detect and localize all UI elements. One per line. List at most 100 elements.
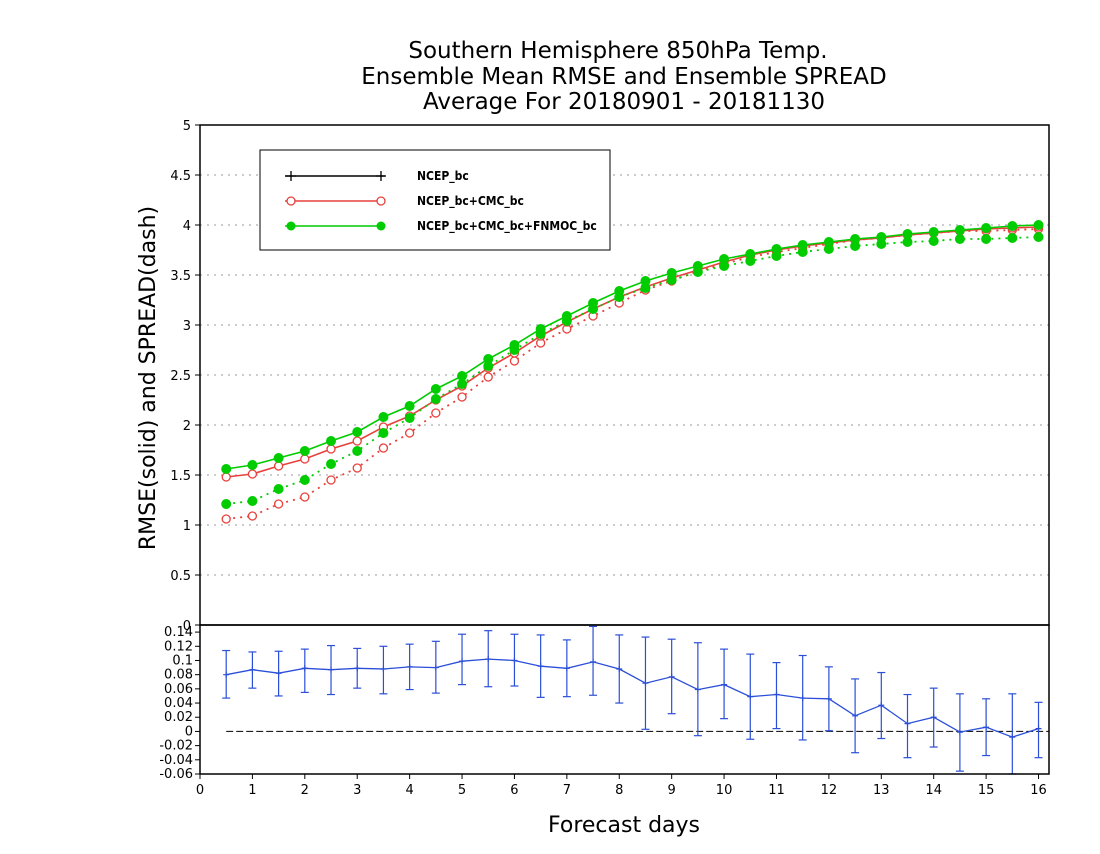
series-rmse-point [981,223,992,233]
series-spread-point [273,484,284,494]
series-rmse-point [221,472,231,482]
x-tick-label: 4 [405,783,413,798]
series-rmse-point [745,249,756,259]
series-rmse-point [509,340,520,350]
difference-point [694,686,701,693]
upper-y-tick-label: 2 [183,419,191,434]
difference-point [590,658,597,665]
difference-point [956,729,963,736]
series-rmse-point [299,446,310,456]
series-spread-point [404,413,415,423]
series-rmse-point [1007,221,1018,231]
series-spread-point [430,394,441,404]
x-tick-label: 0 [196,783,204,798]
series-rmse-point [326,436,337,446]
upper-y-tick-label: 0 [183,619,191,634]
difference-point [537,663,544,670]
difference-point [878,702,885,709]
series-spread-point [299,475,310,485]
series-spread-point [221,514,231,524]
series-spread-line [226,228,1039,520]
upper-y-tick-label: 3 [183,319,191,334]
series-rmse-point [666,268,677,278]
legend-marker [286,171,296,181]
x-tick-label: 7 [563,783,571,798]
series-spread-point [247,496,258,506]
upper-y-tick-label: 0.5 [170,569,191,584]
upper-y-tick-label: 2.5 [170,369,191,384]
series-rmse-point [352,436,362,446]
series-spread-point [352,463,362,473]
difference-point [642,680,649,687]
difference-point [616,665,623,672]
series-spread-point [378,443,389,453]
series-rmse-point [876,232,887,242]
series-spread-point [326,475,336,485]
x-axis-label: Forecast days [548,813,700,838]
legend-marker [376,196,386,206]
y-axis-label: RMSE(solid) and SPREAD(dash) [136,206,161,550]
x-tick-label: 9 [668,783,676,798]
series-spread-line [226,236,1039,505]
series-rmse-point [378,412,389,422]
x-tick-label: 5 [458,783,466,798]
difference-point [275,670,282,677]
series-rmse-point [902,229,913,239]
difference-point [983,724,990,731]
difference-point [852,712,859,719]
series-rmse-point [614,286,625,296]
legend-marker [286,221,296,231]
difference-line [226,658,1039,738]
series-spread-point [404,428,415,438]
series-rmse-point [404,401,415,411]
series-rmse-line [226,224,1039,470]
series-rmse-point [247,469,258,479]
series-rmse-point [692,261,703,271]
x-tick-label: 12 [821,783,838,798]
upper-y-tick-label: 1 [183,519,191,534]
series-rmse-point [326,444,336,454]
difference-series [222,625,1043,775]
upper-axis-ticks: 0 0.5 1 1.5 2 2.5 3 3.5 4 4.5 5 [170,119,200,634]
series-rmse-point [797,240,808,250]
series-rmse-point [430,384,441,394]
upper-y-tick-label: 4.5 [170,169,191,184]
series-rmse-point [588,298,599,308]
series-rmse-point [823,237,834,247]
x-tick-label: 13 [873,783,890,798]
upper-series-lines [221,220,1044,524]
legend-marker [376,221,386,231]
series-spread-point [378,428,389,438]
x-tick-label: 16 [1030,783,1047,798]
difference-point [459,658,466,665]
difference-point [930,714,937,721]
lower-y-tick-label: 0.02 [164,710,193,725]
difference-point [904,720,911,727]
series-spread-point [431,408,441,418]
series-spread-point [509,356,520,366]
upper-y-tick-label: 1.5 [170,469,191,484]
series-rmse-line [226,226,1039,478]
series-rmse-point [273,461,284,471]
difference-point [511,657,518,664]
chart-title-line-1: Southern Hemisphere 850hPa Temp. [408,38,827,64]
difference-point [799,695,806,702]
x-tick-label: 14 [925,783,942,798]
x-tick-label: 3 [353,783,361,798]
difference-point [668,673,675,680]
difference-point [380,665,387,672]
lower-y-tick-label: -0.04 [159,753,193,768]
difference-point [354,665,361,672]
series-rmse-point [771,244,782,254]
upper-y-tick-label: 3.5 [170,269,191,284]
difference-point [1035,725,1042,732]
legend: NCEP_bc NCEP_bc+CMC_bc NCEP_bc+CMC_bc+FNMO… [259,149,611,251]
series-spread-point [954,234,965,244]
series-rmse-point [273,453,284,463]
lower-y-tick-label: -0.06 [159,767,193,782]
difference-point [563,665,570,672]
difference-point [825,695,832,702]
lower-y-tick-label: 0.14 [164,625,193,640]
